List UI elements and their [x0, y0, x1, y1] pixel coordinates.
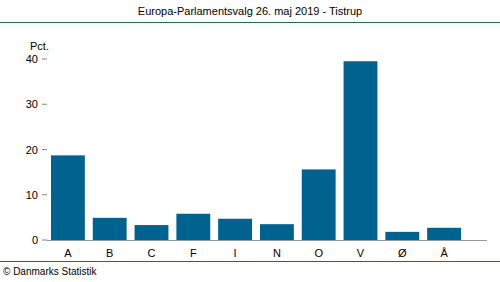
- x-tick-label: B: [106, 247, 113, 259]
- x-tick-label: A: [64, 247, 72, 259]
- bars: [51, 61, 461, 240]
- background: [0, 0, 500, 282]
- x-tick-label: V: [357, 247, 365, 259]
- x-tick-label: O: [314, 247, 323, 259]
- bar: [93, 218, 127, 240]
- title: Europa-Parlamentsvalg 26. maj 2019 - Tis…: [138, 5, 362, 17]
- bar: [218, 219, 252, 240]
- y-tick: [42, 59, 47, 60]
- y-tick: [42, 104, 47, 105]
- bar: [51, 155, 85, 240]
- y-tick: [42, 194, 47, 195]
- x-tick-label: C: [148, 247, 156, 259]
- footer-rule: [0, 261, 500, 262]
- y-tick-label: 20: [26, 144, 38, 156]
- y-tick-label: 10: [26, 189, 38, 201]
- bar: [135, 225, 169, 240]
- bar: [176, 214, 210, 240]
- x-tick-label: Å: [440, 247, 448, 259]
- y-tick-label: 40: [26, 53, 38, 65]
- x-tick-label: F: [190, 247, 197, 259]
- bar: [302, 169, 336, 240]
- x-tick-label: Ø: [398, 247, 407, 259]
- bar: [385, 232, 419, 240]
- bar: [344, 61, 378, 240]
- y-tick: [42, 240, 47, 241]
- x-tick-label: I: [234, 247, 237, 259]
- y-tick-label: 30: [26, 98, 38, 110]
- x-tick-label: N: [273, 247, 281, 259]
- x-axis: [47, 240, 487, 241]
- y-tick: [42, 149, 47, 150]
- y-axis-label: Pct.: [30, 40, 49, 52]
- source: © Danmarks Statistik: [3, 266, 98, 277]
- bar: [260, 224, 294, 240]
- y-tick-label: 0: [32, 234, 38, 246]
- bar: [427, 228, 461, 240]
- header-rule: [0, 22, 500, 23]
